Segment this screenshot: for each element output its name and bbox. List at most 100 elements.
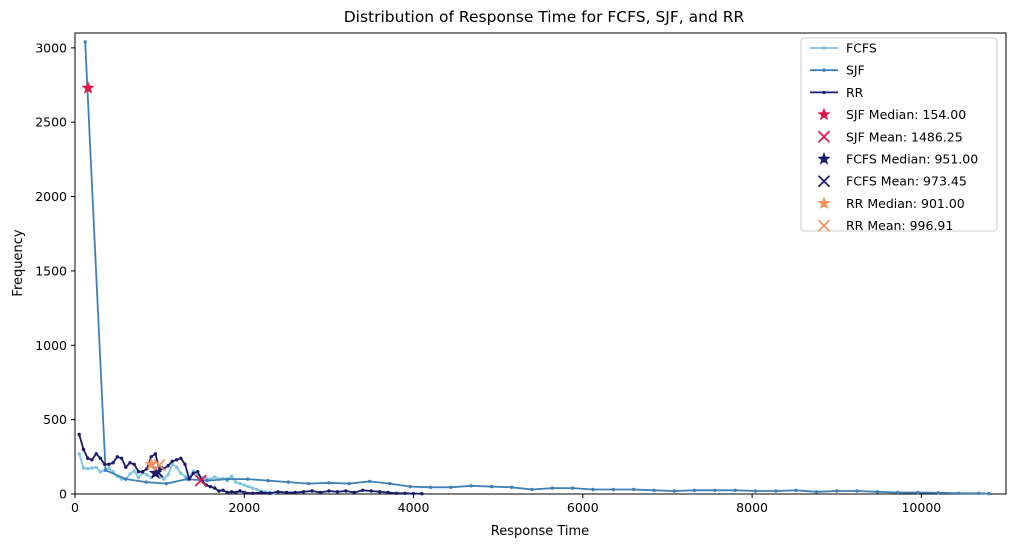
data-point-rr <box>378 490 382 494</box>
data-point-rr <box>251 491 255 495</box>
data-point-rr <box>183 462 187 466</box>
data-point-sjf <box>591 487 595 492</box>
data-point-fcfs <box>229 474 234 478</box>
y-tick-label: 0 <box>59 487 67 502</box>
data-point-rr <box>208 484 213 489</box>
data-point-sjf <box>286 480 290 484</box>
y-tick-label: 2000 <box>35 189 67 204</box>
data-point-sjf <box>936 491 940 495</box>
legend-label: RR <box>846 85 864 100</box>
x-axis-label: Response Time <box>491 524 589 539</box>
data-point-sjf <box>103 468 108 472</box>
legend-x-icon <box>817 175 831 188</box>
legend-item-fcfs: FCFS <box>810 41 877 56</box>
data-point-sjf <box>246 477 250 481</box>
data-point-fcfs <box>242 483 246 487</box>
data-point-sjf <box>855 489 859 493</box>
data-point-sjf <box>672 489 676 493</box>
data-point-sjf <box>83 40 87 44</box>
data-point-sjf <box>753 489 758 493</box>
data-point-sjf <box>510 485 514 489</box>
data-point-sjf <box>449 485 453 489</box>
data-point-rr <box>403 491 407 495</box>
data-point-sjf <box>794 488 798 492</box>
x-tick-label: 0 <box>71 500 79 515</box>
legend-x-icon <box>817 219 831 232</box>
legend-item-rr: RR <box>810 85 864 100</box>
data-point-fcfs <box>162 477 166 481</box>
data-point-rr <box>276 490 280 494</box>
data-point-sjf <box>652 488 656 492</box>
legend-label: SJF Median: 154.00 <box>846 107 966 122</box>
data-point-rr <box>90 458 94 462</box>
data-point-fcfs <box>255 487 259 492</box>
data-point-fcfs <box>183 474 187 478</box>
data-point-rr <box>86 456 90 460</box>
data-point-fcfs <box>251 486 255 490</box>
data-point-rr <box>174 458 179 462</box>
legend-item-marker: RR Median: 901.00 <box>817 196 965 211</box>
data-point-rr <box>284 490 289 495</box>
mean-x-marker <box>153 458 166 472</box>
data-point-rr <box>386 490 390 495</box>
data-point-rr <box>153 452 158 456</box>
data-point-rr <box>318 490 323 495</box>
data-point-sjf <box>835 489 839 493</box>
data-point-fcfs <box>145 473 149 477</box>
data-point-rr <box>411 491 416 496</box>
data-point-fcfs <box>86 467 90 471</box>
data-point-sjf <box>550 486 554 490</box>
data-point-fcfs <box>234 480 238 484</box>
data-point-fcfs <box>213 475 217 479</box>
legend-box <box>800 37 998 232</box>
data-point-rr <box>301 490 306 494</box>
series-rr <box>77 432 424 496</box>
data-point-rr <box>115 455 120 459</box>
data-point-rr <box>141 470 145 474</box>
legend-star-icon <box>817 107 831 121</box>
data-point-rr <box>81 447 86 452</box>
data-point-fcfs <box>246 484 251 489</box>
data-point-rr <box>234 490 238 495</box>
data-point-sjf <box>347 481 351 486</box>
data-point-sjf <box>896 490 900 495</box>
data-point-fcfs <box>107 466 111 470</box>
data-point-sjf <box>774 489 778 493</box>
data-point-rr <box>238 489 242 493</box>
legend-label: RR Median: 901.00 <box>846 196 965 211</box>
data-point-sjf <box>571 486 575 490</box>
legend-item-marker: FCFS Median: 951.00 <box>817 152 978 167</box>
axes: 0 2000 4000 6000 8000 10000 0 500 1000 1500 2000 2… <box>35 32 1007 515</box>
data-point-rr <box>352 490 356 495</box>
data-point-rr <box>187 477 191 481</box>
data-point-sjf <box>367 479 372 484</box>
data-point-sjf <box>124 477 128 481</box>
data-point-sjf <box>733 488 737 492</box>
data-point-fcfs <box>132 469 136 473</box>
data-point-rr <box>179 456 183 460</box>
x-tick-label: 4000 <box>398 500 430 515</box>
x-tick-label: 6000 <box>567 500 599 515</box>
y-axis-ticks: 0 500 1000 1500 2000 2500 3000 <box>35 40 75 502</box>
data-point-rr <box>77 432 81 437</box>
data-point-rr <box>369 489 373 493</box>
data-point-rr <box>344 489 348 493</box>
y-tick-label: 500 <box>43 412 67 427</box>
data-point-sjf <box>489 484 494 489</box>
x-axis-ticks: 0 2000 4000 6000 8000 10000 <box>71 494 941 515</box>
mean-x-marker <box>194 474 207 487</box>
data-point-rr <box>119 456 124 460</box>
series-sjf <box>83 40 991 496</box>
data-point-sjf <box>266 478 270 483</box>
legend-label: SJF <box>846 63 865 78</box>
x-tick-label: 10000 <box>901 500 941 515</box>
y-tick-label: 3000 <box>35 40 67 55</box>
data-point-sjf <box>428 485 433 489</box>
data-point-sjf <box>327 481 331 485</box>
data-point-sjf <box>875 490 880 494</box>
data-point-sjf <box>144 480 148 484</box>
data-point-fcfs <box>81 466 86 470</box>
data-point-rr <box>94 452 98 456</box>
data-point-rr <box>132 462 136 466</box>
data-point-sjf <box>205 478 209 483</box>
